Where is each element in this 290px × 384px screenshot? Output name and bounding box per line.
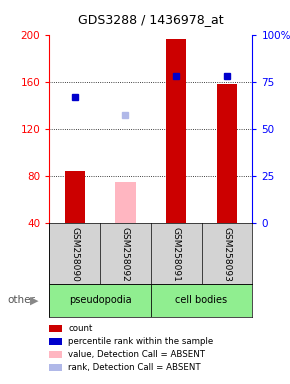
Text: pseudopodia: pseudopodia — [69, 295, 131, 306]
Bar — [49, 284, 151, 317]
Bar — [64, 171, 85, 223]
Bar — [115, 182, 135, 223]
Text: GDS3288 / 1436978_at: GDS3288 / 1436978_at — [78, 13, 224, 26]
Text: value, Detection Call = ABSENT: value, Detection Call = ABSENT — [68, 350, 205, 359]
Text: cell bodies: cell bodies — [175, 295, 228, 306]
Text: rank, Detection Call = ABSENT: rank, Detection Call = ABSENT — [68, 363, 201, 372]
Text: GSM258091: GSM258091 — [172, 227, 181, 282]
Text: percentile rank within the sample: percentile rank within the sample — [68, 337, 213, 346]
Text: GSM258093: GSM258093 — [222, 227, 231, 282]
Text: other: other — [7, 295, 35, 305]
Bar — [217, 84, 237, 223]
Text: count: count — [68, 324, 93, 333]
Bar — [151, 284, 252, 317]
Text: GSM258090: GSM258090 — [70, 227, 79, 282]
Bar — [166, 39, 186, 223]
Text: ▶: ▶ — [30, 295, 39, 305]
Text: GSM258092: GSM258092 — [121, 227, 130, 282]
